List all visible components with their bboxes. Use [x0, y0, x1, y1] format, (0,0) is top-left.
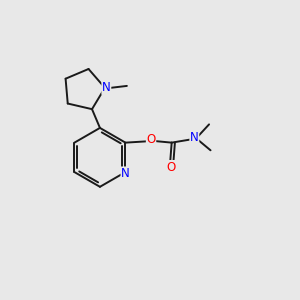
Text: N: N [102, 81, 111, 94]
Text: O: O [146, 133, 156, 146]
Text: O: O [167, 160, 176, 174]
Text: N: N [121, 167, 130, 180]
Text: N: N [190, 131, 199, 144]
